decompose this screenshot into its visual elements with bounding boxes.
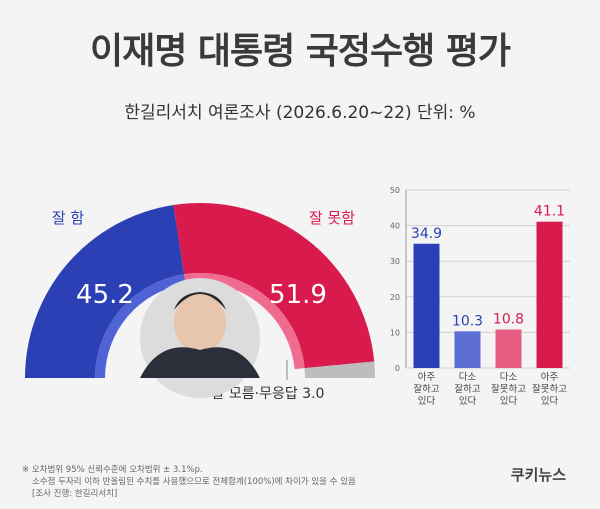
bar-category-label-0-0: 아주 [418, 372, 436, 383]
bar-category-label-0-1: 잘하고 [413, 383, 439, 395]
footnote-3: [조사 진행: 한길리서치] [32, 489, 118, 499]
bar-category-label-3-2: 있다 [541, 395, 559, 407]
bar-value-label-1: 10.3 [452, 313, 483, 329]
brand-logo-text: 쿠키뉴스 [510, 466, 566, 484]
donut-category-label-2: 잘 모름·무응답 3.0 [212, 386, 325, 402]
portrait-suit [140, 347, 260, 378]
footnote-1: ※ 오차범위 95% 신뢰수준에 오차범위 ± 3.1%p. [22, 465, 203, 475]
portrait-face [174, 293, 226, 353]
bar-category-label-2-0: 다소 [500, 372, 518, 383]
page-title: 이재명 대통령 국정수행 평가 [89, 31, 511, 72]
donut-slice-1 [173, 203, 375, 369]
bar-value-label-2: 10.8 [493, 312, 524, 328]
bar-category-label-1-2: 있다 [459, 395, 477, 407]
bar-category-label-1-1: 잘하고 [454, 383, 480, 395]
bar-ytick-label-3: 30 [390, 257, 400, 266]
bar-1 [454, 331, 481, 368]
donut-value-label-0: 45.2 [76, 280, 134, 310]
bar-category-label-3-0: 아주 [541, 372, 559, 383]
donut-slice-0 [25, 205, 185, 378]
bar-value-label-3: 41.1 [534, 204, 565, 220]
bar-ytick-label-1: 10 [390, 328, 400, 337]
bar-value-label-0: 34.9 [411, 226, 442, 242]
bar-0 [413, 243, 440, 368]
bar-category-label-1-0: 다소 [459, 372, 477, 383]
bar-ytick-label-0: 0 [395, 364, 400, 373]
bar-category-label-0-2: 있다 [418, 395, 436, 407]
bar-ytick-label-5: 50 [390, 186, 400, 195]
donut-value-label-1: 51.9 [269, 280, 327, 310]
donut-category-label-0: 잘 함 [52, 209, 85, 227]
bar-ytick-label-2: 20 [390, 293, 400, 302]
donut-inner-band-1 [184, 273, 305, 370]
bar-category-label-3-1: 잘못하고 [532, 383, 567, 395]
donut-category-label-1: 잘 못함 [309, 209, 355, 227]
portrait-hair [174, 292, 226, 310]
footnote-2: 소수점 두자리 이하 반올림된 수치를 사용했으므로 전체합계(100%)에 차… [32, 477, 356, 487]
bar-2 [495, 329, 522, 368]
bar-category-label-2-1: 잘못하고 [491, 383, 526, 395]
page-subtitle: 한길리서치 여론조사 (2026.6.20~22) 단위: % [124, 103, 476, 123]
donut-slice-2 [304, 361, 375, 378]
bar-ytick-label-4: 40 [390, 222, 400, 231]
bar-category-label-2-2: 있다 [500, 395, 518, 407]
bar-3 [536, 221, 563, 368]
donut-inner-band-0 [95, 274, 186, 379]
